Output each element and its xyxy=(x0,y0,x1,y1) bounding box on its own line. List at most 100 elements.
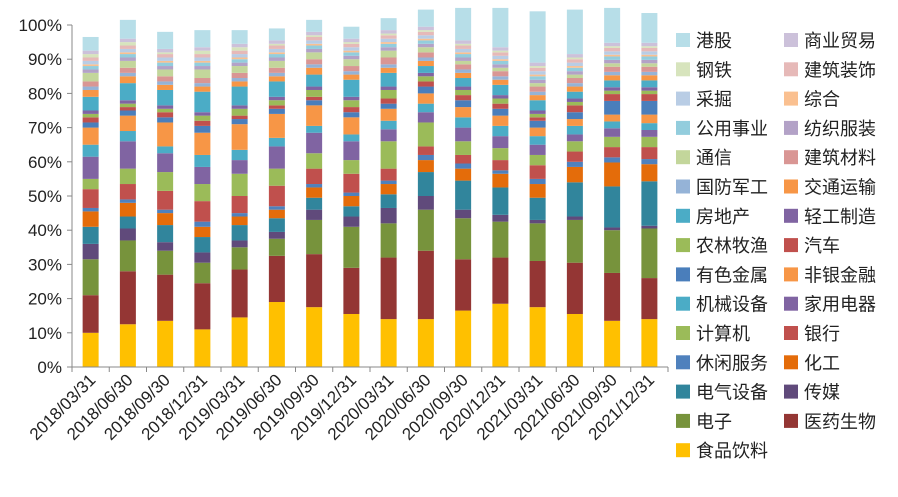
bar-segment xyxy=(492,257,509,304)
bar-segment xyxy=(231,247,248,270)
bar-segment xyxy=(455,54,472,58)
legend-swatch xyxy=(784,120,798,135)
bar-segment xyxy=(268,168,285,186)
bar-segment xyxy=(157,52,174,55)
bar-segment xyxy=(604,71,621,76)
bar-segment xyxy=(231,57,248,60)
bar-segment xyxy=(492,125,509,137)
bar-segment xyxy=(119,168,136,185)
bar-segment xyxy=(231,108,248,116)
bar-segment xyxy=(492,221,509,258)
bar-segment xyxy=(194,91,211,113)
bar-segment xyxy=(604,136,621,148)
bar-segment xyxy=(343,43,360,48)
bar-segment xyxy=(492,52,509,56)
bar-segment xyxy=(119,19,136,39)
bar-segment xyxy=(566,134,583,142)
bar-segment xyxy=(455,48,472,53)
bar-segment xyxy=(604,66,621,72)
bar-segment xyxy=(157,57,174,61)
bar-segment xyxy=(604,75,621,81)
bar-segment xyxy=(455,78,472,87)
bar-segment xyxy=(604,56,621,60)
bar-segment xyxy=(641,63,658,67)
bar-segment xyxy=(604,63,621,67)
bar-segment xyxy=(157,213,174,226)
bar-segment xyxy=(492,55,509,60)
bar-segment xyxy=(492,115,509,126)
bar-segment xyxy=(641,13,658,43)
legend-swatch xyxy=(784,355,798,370)
bar-segment xyxy=(231,47,248,51)
legend-swatch xyxy=(784,91,798,106)
bar-segment xyxy=(380,129,397,142)
bar-segment xyxy=(492,303,509,367)
bar-segment xyxy=(157,225,174,243)
bar-segment xyxy=(343,267,360,314)
bar-segment xyxy=(82,57,99,61)
legend-label: 有色金属 xyxy=(696,265,768,286)
bar-segment xyxy=(604,42,621,47)
bar-segment xyxy=(119,103,136,108)
bar-segment xyxy=(194,120,211,126)
bar-segment xyxy=(529,136,546,145)
y-tick-label: 60% xyxy=(28,153,62,172)
bar-segment xyxy=(455,43,472,46)
bar-segment xyxy=(455,259,472,311)
bar-segment xyxy=(157,153,174,173)
bar-segment xyxy=(231,213,248,217)
bar-segment xyxy=(529,307,546,367)
bar-segment xyxy=(455,154,472,164)
bar-segment xyxy=(604,87,621,91)
bar-segment xyxy=(604,100,621,115)
bar-segment xyxy=(119,72,136,77)
bar-segment xyxy=(306,86,323,90)
bar-segment xyxy=(343,192,360,196)
bar-segment xyxy=(194,69,211,79)
bar-segment xyxy=(231,30,248,44)
bar-segment xyxy=(455,100,472,108)
bar-segment xyxy=(455,310,472,367)
bar-segment xyxy=(604,46,621,48)
bar-segment xyxy=(306,254,323,308)
bar-segment xyxy=(566,86,583,92)
legend-label: 传媒 xyxy=(804,383,840,404)
y-tick-label: 50% xyxy=(28,187,62,206)
bars-group xyxy=(82,7,658,367)
bar-segment xyxy=(268,108,285,114)
legend-label: 非银金融 xyxy=(804,265,876,286)
bar-segment xyxy=(82,117,99,123)
bar-segment xyxy=(306,45,323,49)
bar-segment xyxy=(82,259,99,296)
legend-label: 建筑装饰 xyxy=(804,60,876,81)
bar-segment xyxy=(641,42,658,47)
bar-segment xyxy=(306,209,323,220)
bar-segment xyxy=(604,7,621,43)
legend-label: 医药生物 xyxy=(804,412,876,433)
bar-segment xyxy=(306,35,323,37)
legend-label: 交通运输 xyxy=(804,178,876,199)
bar-segment xyxy=(492,108,509,116)
bar-segment xyxy=(604,162,621,187)
bar-segment xyxy=(380,319,397,367)
bar-segment xyxy=(492,173,509,188)
bar-segment xyxy=(157,146,174,154)
bar-segment xyxy=(119,202,136,217)
bar-segment xyxy=(231,149,248,161)
bar-segment xyxy=(268,43,285,46)
bar-segment xyxy=(119,107,136,111)
bar-segment xyxy=(231,86,248,106)
bar-segment xyxy=(343,26,360,39)
bar-segment xyxy=(119,52,136,55)
bar-segment xyxy=(119,42,136,46)
bar-segment xyxy=(119,57,136,61)
bar-segment xyxy=(417,81,434,87)
bar-segment xyxy=(529,120,546,128)
y-tick-label: 80% xyxy=(28,84,62,103)
bar-segment xyxy=(529,117,546,121)
bar-segment xyxy=(82,86,99,90)
bar-segment xyxy=(306,168,323,185)
bar-segment xyxy=(157,76,174,82)
bar-segment xyxy=(604,320,621,367)
